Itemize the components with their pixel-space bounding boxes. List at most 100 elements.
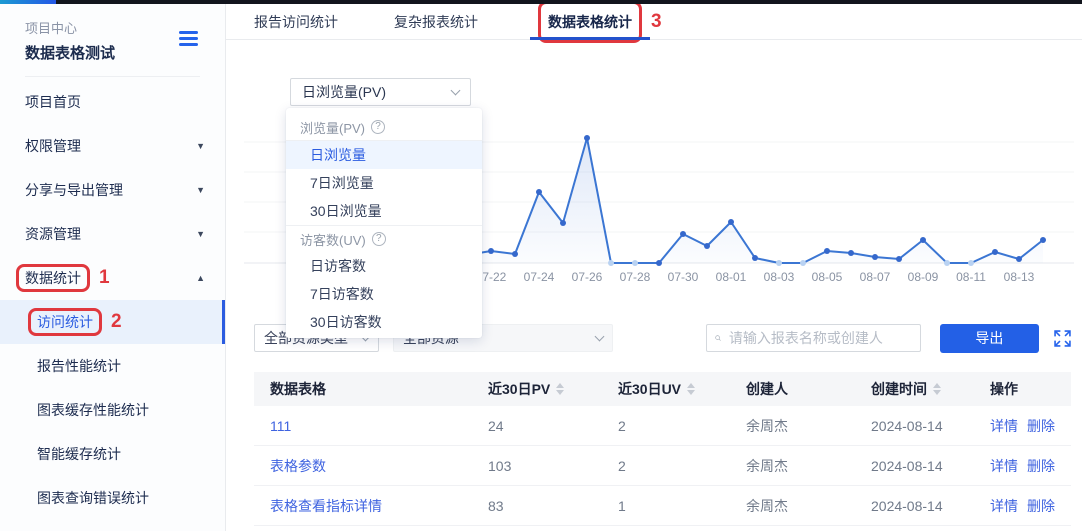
sidebar-item-project-home[interactable]: 项目首页 (0, 80, 225, 124)
question-circle-icon[interactable] (371, 120, 386, 134)
uv-value: 2 (618, 457, 626, 474)
col-label: 创建时间 (871, 381, 927, 397)
data-point-08-06[interactable] (848, 250, 854, 256)
data-point-07-31[interactable] (704, 243, 710, 249)
hamburger-bar (179, 31, 198, 34)
sidebar-item-report-performance[interactable]: 报告性能统计 (0, 344, 225, 388)
sidebar-item-resources[interactable]: 资源管理 ▼ (0, 212, 225, 256)
report-name-link[interactable]: 表格参数 (270, 457, 326, 474)
sidebar-item-label: 访问统计 (37, 314, 93, 330)
sidebar-item-label: 智能缓存统计 (37, 446, 121, 462)
sidebar-item-smart-cache[interactable]: 智能缓存统计 (0, 432, 225, 476)
data-point-08-14[interactable] (1040, 237, 1046, 243)
delete-link[interactable]: 删除 (1027, 457, 1055, 474)
detail-link[interactable]: 详情 (990, 497, 1018, 514)
col-header-created[interactable]: 创建时间 (871, 379, 990, 399)
data-point-08-02[interactable] (752, 255, 758, 261)
search-input[interactable] (726, 329, 912, 347)
report-name-link[interactable]: 111 (270, 417, 292, 434)
data-point-08-10[interactable] (944, 260, 950, 266)
table-row: 表格参数 103 2 余周杰 2024-08-14 详情 删除 (254, 446, 1071, 486)
tab-label: 数据表格统计 (548, 13, 632, 30)
data-point-07-27[interactable] (608, 260, 614, 266)
sidebar-item-permissions[interactable]: 权限管理 ▼ (0, 124, 225, 168)
data-point-08-05[interactable] (824, 248, 830, 254)
sidebar-item-visit-statistics[interactable]: 访问统计 2 (0, 300, 225, 344)
report-name-link[interactable]: 表格查看指标详情 (270, 497, 382, 514)
sidebar-item-chart-cache-performance[interactable]: 图表缓存性能统计 (0, 388, 225, 432)
data-point-07-30[interactable] (680, 231, 686, 237)
delete-link[interactable]: 删除 (1027, 417, 1055, 434)
tab-report-visit-stats[interactable]: 报告访问统计 (254, 4, 338, 40)
created-value: 2024-08-14 (871, 457, 943, 474)
sidebar-item-label: 分享与导出管理 (25, 182, 123, 198)
resource-type-select[interactable]: 全部资源类型 (254, 324, 379, 352)
metric-select[interactable]: 日浏览量(PV) (290, 78, 471, 106)
option-30day-uv[interactable]: 30日访客数 (310, 314, 382, 330)
sidebar-item-share-export[interactable]: 分享与导出管理 ▼ (0, 168, 225, 212)
data-point-07-24[interactable] (536, 189, 542, 195)
data-point-07-29[interactable] (656, 260, 662, 266)
sidebar-divider (25, 76, 200, 77)
tab-data-table-stats[interactable]: 数据表格统计 (530, 0, 650, 43)
x-tick-label: 08-05 (812, 270, 843, 284)
annotation-number-1: 1 (99, 267, 110, 288)
sort-icon[interactable] (933, 383, 941, 395)
chevron-down-icon (450, 85, 461, 95)
data-point-08-09[interactable] (920, 237, 926, 243)
detail-link[interactable]: 详情 (990, 417, 1018, 434)
option-7day-uv[interactable]: 7日访客数 (310, 286, 374, 302)
question-circle-icon[interactable] (371, 232, 386, 246)
created-value: 2024-08-14 (871, 497, 943, 514)
option-30day-pv[interactable]: 30日浏览量 (310, 203, 382, 219)
data-point-08-11[interactable] (968, 260, 974, 266)
option-daily-uv[interactable]: 日访客数 (310, 258, 366, 274)
x-tick-label: 08-09 (908, 270, 939, 284)
tab-complex-report-stats[interactable]: 复杂报表统计 (394, 4, 478, 40)
chevron-down-icon (594, 331, 605, 341)
sidebar-item-data-statistics[interactable]: 数据统计 1 ▲ (0, 256, 225, 300)
tab-bar: 报告访问统计 复杂报表统计 数据表格统计 3 (226, 0, 1082, 43)
data-point-08-12[interactable] (992, 249, 998, 255)
main-content: 报告访问统计 复杂报表统计 数据表格统计 3 07-22 07-24 07-26 07… (226, 0, 1082, 531)
sidebar-item-chart-query-performance[interactable]: 图表查询性能统计 (0, 520, 225, 531)
x-tick-label: 07-28 (620, 270, 651, 284)
fullscreen-icon[interactable] (1054, 329, 1071, 347)
sidebar-item-label: 数据统计 (25, 270, 81, 286)
x-tick-label: 08-11 (956, 270, 986, 284)
annotation-box-3: 数据表格统计 (538, 0, 642, 43)
table-row: 表格查看指标详情 83 1 余周杰 2024-08-14 详情 删除 (254, 486, 1071, 526)
sidebar-item-label: 资源管理 (25, 226, 81, 242)
option-daily-pv[interactable]: 日浏览量 (286, 141, 482, 169)
data-point-07-23[interactable] (512, 251, 518, 257)
sidebar: 项目中心 数据表格测试 项目首页 权限管理 ▼ 分享与导出管理 ▼ 资源管理 (0, 4, 226, 531)
pv-value: 24 (488, 417, 504, 434)
export-button[interactable]: 导出 (939, 323, 1039, 353)
data-point-07-25[interactable] (560, 220, 566, 226)
col-header-name[interactable]: 数据表格 (270, 379, 488, 399)
data-point-08-07[interactable] (872, 254, 878, 260)
option-7day-pv[interactable]: 7日浏览量 (310, 175, 374, 191)
data-point-07-28[interactable] (632, 260, 638, 266)
pv-value: 103 (488, 457, 512, 474)
data-point-07-26[interactable] (584, 135, 590, 141)
data-point-08-04[interactable] (800, 260, 806, 266)
metric-select-value: 日浏览量(PV) (302, 84, 386, 100)
hamburger-icon[interactable] (179, 28, 198, 49)
data-point-07-22[interactable] (488, 248, 494, 254)
uv-value: 1 (618, 497, 626, 514)
col-header-pv[interactable]: 近30日PV (488, 379, 618, 399)
group-label: 浏览量(PV) (300, 120, 366, 136)
sort-icon[interactable] (556, 383, 565, 395)
sort-icon[interactable] (687, 383, 696, 395)
col-header-uv[interactable]: 近30日UV (618, 379, 746, 399)
data-point-08-03[interactable] (776, 260, 782, 266)
delete-link[interactable]: 删除 (1027, 497, 1055, 514)
detail-link[interactable]: 详情 (990, 457, 1018, 474)
sidebar-item-chart-query-errors[interactable]: 图表查询错误统计 (0, 476, 225, 520)
sidebar-header: 项目中心 数据表格测试 (0, 4, 225, 63)
data-point-08-01[interactable] (728, 219, 734, 225)
active-indicator (222, 300, 225, 344)
data-point-08-13[interactable] (1016, 256, 1022, 262)
data-point-08-08[interactable] (896, 256, 902, 262)
